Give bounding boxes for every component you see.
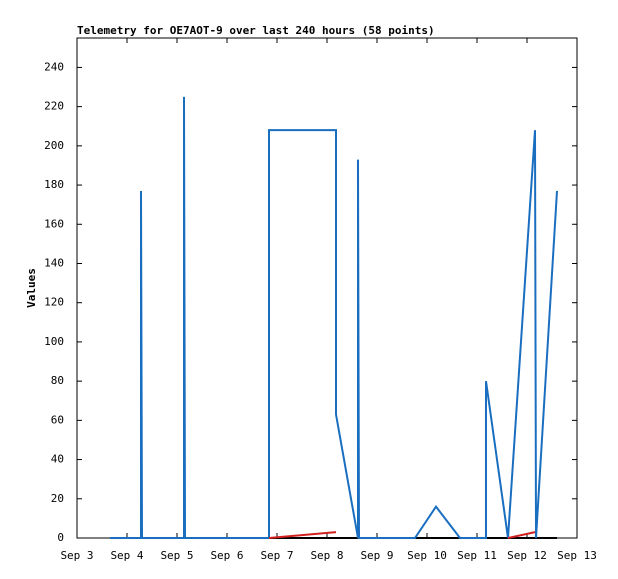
x-tick-label: Sep 8 — [310, 549, 343, 562]
y-axis-label: Values — [25, 268, 38, 308]
x-tick-label: Sep 10 — [407, 549, 447, 562]
x-tick-label: Sep 3 — [60, 549, 93, 562]
y-tick-label: 120 — [44, 296, 64, 309]
data-line — [110, 96, 558, 539]
chart-title: Telemetry for OE7AOT-9 over last 240 hou… — [77, 24, 435, 37]
y-tick-label: 0 — [57, 531, 64, 544]
plot-frame — [76, 37, 578, 539]
x-tick-label: Sep 12 — [507, 549, 547, 562]
y-tick-label: 100 — [44, 335, 64, 348]
x-tick-label: Sep 11 — [457, 549, 497, 562]
x-tick-label: Sep 9 — [360, 549, 393, 562]
x-tick-label: Sep 7 — [260, 549, 293, 562]
y-tick-label: 220 — [44, 100, 64, 113]
x-tick-label: Sep 5 — [160, 549, 193, 562]
x-tick-label: Sep 13 — [557, 549, 597, 562]
y-tick-label: 60 — [51, 413, 64, 426]
y-tick-label: 140 — [44, 256, 64, 269]
y-tick-label: 20 — [51, 492, 64, 505]
data-line — [268, 531, 536, 539]
y-tick-label: 180 — [44, 178, 64, 191]
y-tick-label: 160 — [44, 217, 64, 230]
x-tick-label: Sep 4 — [110, 549, 143, 562]
x-tick-label: Sep 6 — [210, 549, 243, 562]
y-tick-label: 80 — [51, 374, 64, 387]
y-tick-label: 40 — [51, 453, 64, 466]
y-tick-label: 200 — [44, 139, 64, 152]
y-tick-label: 240 — [44, 60, 64, 73]
